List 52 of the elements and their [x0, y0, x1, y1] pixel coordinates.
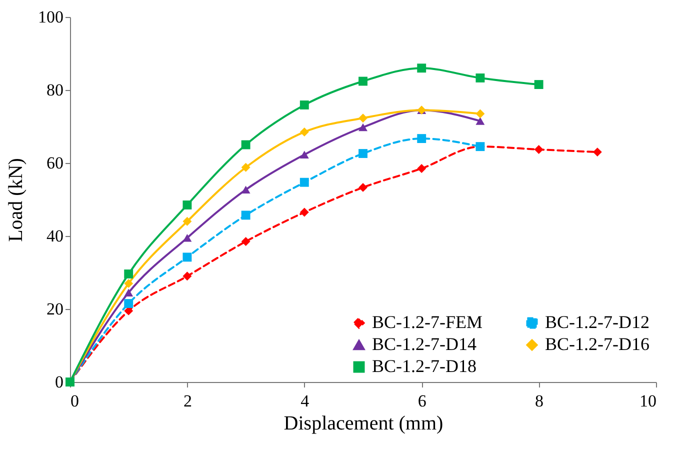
legend-label: BC-1.2-7-FEM: [372, 312, 483, 332]
point: [241, 162, 250, 172]
point: [182, 252, 192, 262]
point: [300, 178, 309, 187]
point: [534, 145, 544, 154]
y-tick-label: 80: [46, 80, 64, 100]
point: [358, 76, 368, 86]
x-tick-label: 10: [640, 392, 656, 410]
point: [241, 140, 250, 150]
point: [241, 237, 250, 246]
point: [300, 100, 309, 110]
point: [300, 208, 309, 217]
point: [592, 148, 602, 157]
point: [358, 182, 368, 192]
point: [417, 64, 426, 73]
point: [534, 80, 544, 89]
point: [124, 299, 134, 308]
point: [182, 272, 192, 281]
x-tick-label: 8: [535, 392, 544, 410]
point: [124, 288, 134, 296]
x-tick-label: 0: [70, 392, 79, 410]
y-tick-label: 20: [46, 300, 64, 318]
point: [476, 109, 485, 118]
point: [124, 278, 134, 288]
y-tick-label: 60: [46, 154, 64, 172]
point: [241, 186, 250, 194]
point: [476, 117, 485, 125]
y-tick-label: 0: [55, 372, 64, 392]
point: [358, 123, 368, 132]
point: [358, 149, 368, 158]
point: [300, 128, 309, 136]
point: [417, 134, 426, 144]
x-tick-label: 4: [300, 392, 310, 410]
point: [300, 150, 309, 158]
point: [358, 114, 368, 123]
y-axis-title: Load (kN): [5, 158, 27, 242]
point: [417, 164, 426, 173]
point: [182, 234, 192, 242]
legend-label: BC-1.2-7-D16: [545, 334, 650, 354]
y-tick-label: 40: [46, 226, 64, 246]
point: [182, 200, 192, 210]
point: [476, 73, 485, 82]
x-axis-title: Displacement (mm): [284, 412, 444, 434]
point: [124, 269, 134, 278]
point: [241, 210, 250, 220]
point: [182, 216, 192, 226]
legend-label: BC-1.2-7-D14: [372, 334, 476, 354]
x-tick-label: 6: [418, 392, 426, 410]
x-tick-label: 2: [183, 392, 192, 410]
legend-label: BC-1.2-7-D12: [545, 312, 650, 332]
legend-label: BC-1.2-7-D18: [372, 356, 476, 376]
y-tick-label: 100: [38, 8, 64, 26]
